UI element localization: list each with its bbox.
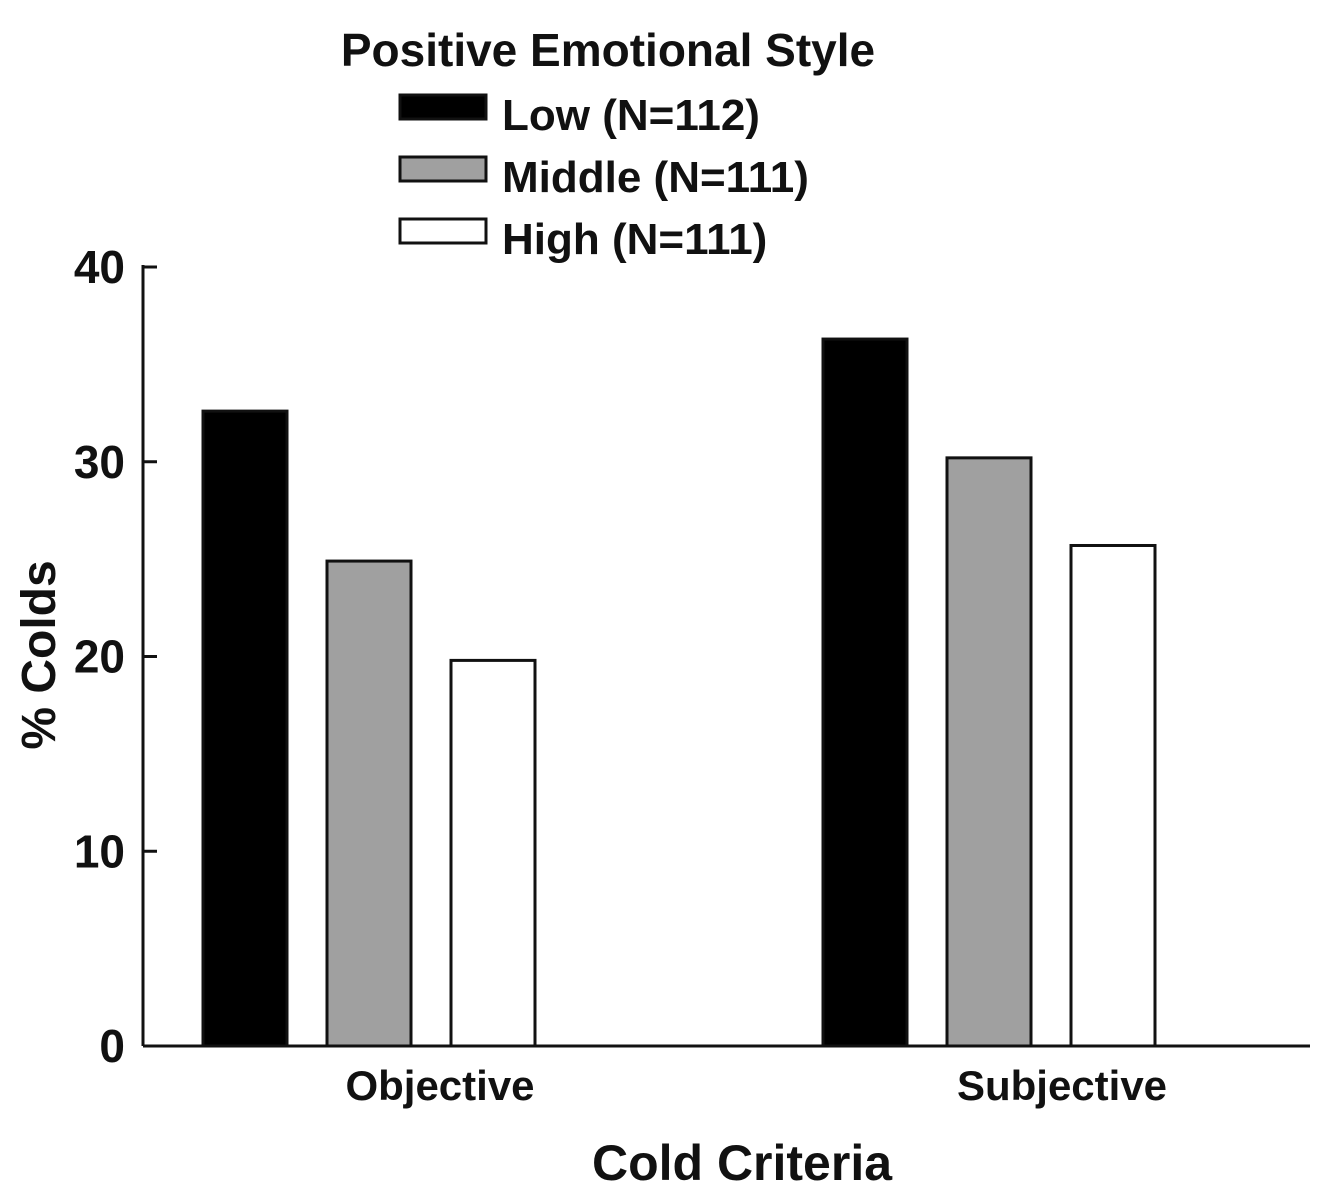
y-tick-label: 10 (74, 825, 125, 877)
x-tick-label: Subjective (957, 1062, 1167, 1109)
bar-objective-low (201, 409, 289, 1048)
bar-objective-middle (325, 559, 413, 1048)
legend-swatch-low (398, 93, 488, 121)
legend-label: Low (N=112) (502, 91, 760, 140)
x-axis-ticks: Objective Subjective (345, 1062, 1167, 1109)
y-tick-label: 40 (74, 241, 125, 293)
legend: Low (N=112) Middle (N=111) High (N=111) (398, 91, 809, 264)
y-tick-label: 20 (74, 631, 125, 683)
y-axis-ticks: 0 10 20 30 40 (74, 241, 157, 1072)
y-axis-label: % Colds (13, 560, 66, 749)
bar-objective-high (449, 658, 537, 1048)
legend-label: Middle (N=111) (502, 153, 809, 202)
bar-subjective-middle (945, 456, 1033, 1048)
chart-title: Positive Emotional Style (341, 24, 875, 76)
x-axis-label: Cold Criteria (592, 1135, 893, 1191)
legend-label: High (N=111) (502, 215, 767, 264)
x-tick-label: Objective (345, 1062, 534, 1109)
legend-swatch-middle (398, 155, 488, 183)
legend-swatch-high (398, 217, 488, 245)
bar-subjective-high (1069, 543, 1157, 1048)
bar-subjective-low (821, 337, 909, 1048)
y-tick-label: 0 (99, 1020, 125, 1072)
bars (201, 337, 1157, 1048)
y-tick-label: 30 (74, 436, 125, 488)
